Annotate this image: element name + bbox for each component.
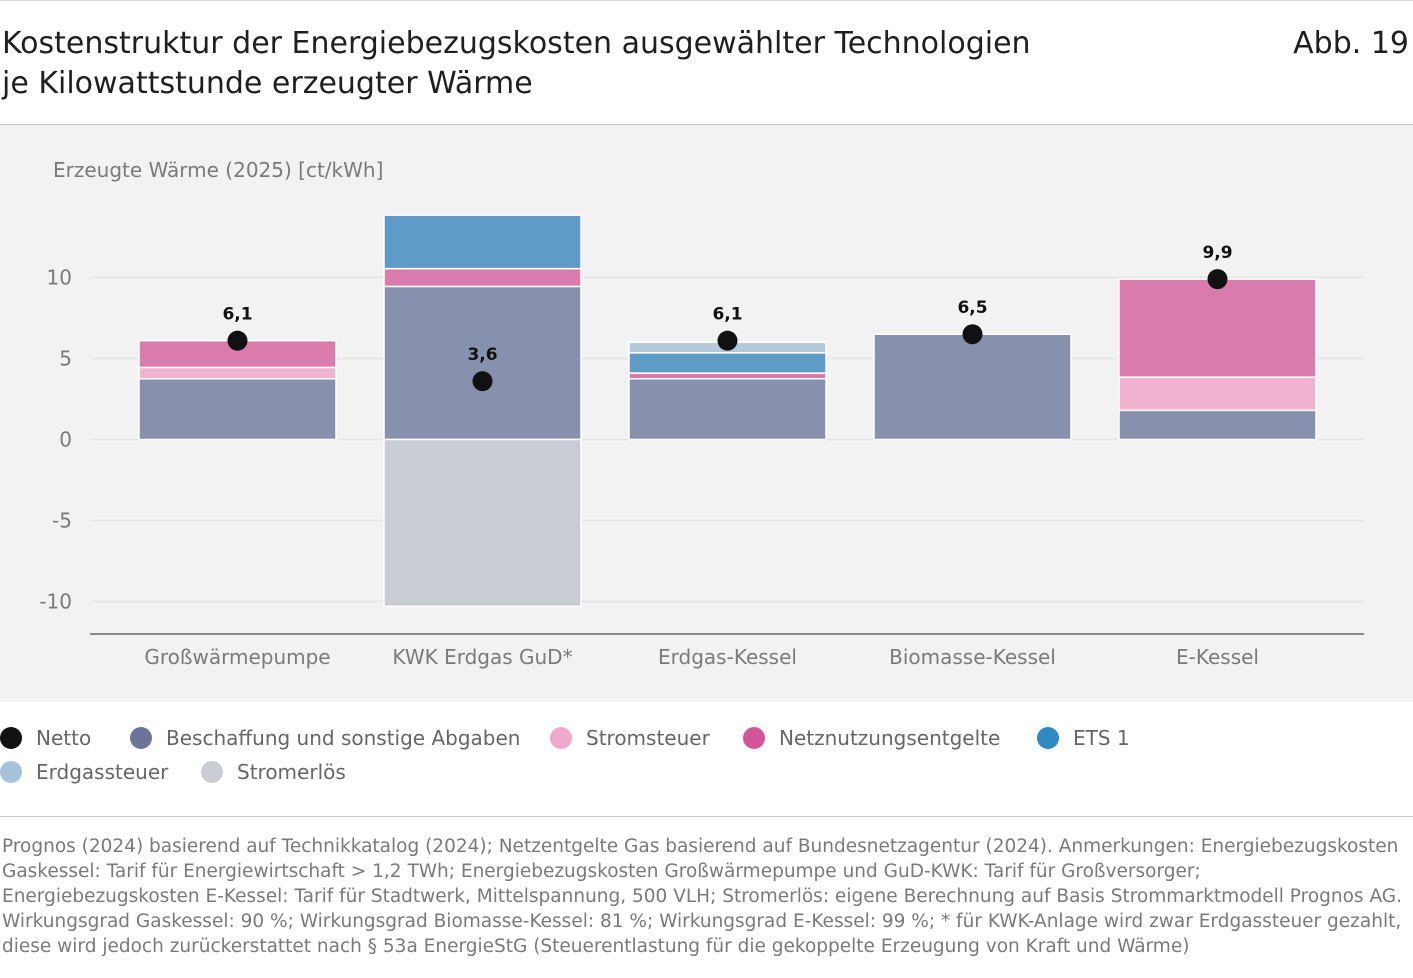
- bar-segment: [873, 333, 1072, 441]
- bar-segment: [628, 352, 827, 374]
- legend-item: Stromsteuer: [550, 726, 710, 750]
- chart-panel: Erzeugte Wärme (2025) [ct/kWh] 10 5 0 -5 -10…: [0, 125, 1413, 702]
- y-tick-label: 5: [59, 347, 72, 371]
- legend-swatch: [0, 727, 22, 749]
- bar-segment: [138, 366, 337, 380]
- legend-divider: [0, 816, 1413, 817]
- legend-swatch: [743, 727, 765, 749]
- netto-marker: [472, 371, 493, 392]
- figure-number: Abb. 19: [1293, 26, 1409, 61]
- legend-item: Netto: [0, 726, 91, 750]
- legend-swatch: [550, 727, 572, 749]
- legend-label: Netto: [36, 726, 92, 750]
- bar-segment: [1118, 376, 1317, 412]
- y-tick-label: -10: [39, 590, 72, 614]
- data-label: 3,6: [467, 345, 497, 365]
- netto-marker: [1207, 269, 1228, 290]
- legend-label: Netznutzungsentgelte: [779, 726, 1001, 750]
- bar-segment: [1118, 409, 1317, 441]
- legend-item: Netznutzungsentgelte: [743, 726, 1000, 750]
- legend: Netto Beschaffung und sonstige Abgaben Str…: [0, 726, 1413, 806]
- legend-label: Stromerlös: [237, 760, 346, 784]
- bar-segment: [383, 438, 582, 608]
- axes: 10 5 0 -5 -10 Großwärmepumpe KWK Erdgas GuD* Er…: [39, 266, 1364, 669]
- x-tick-label: KWK Erdgas GuD*: [392, 645, 572, 669]
- legend-label: Erdgassteuer: [36, 760, 169, 784]
- legend-label: ETS 1: [1073, 726, 1130, 750]
- legend-item: Beschaffung und sonstige Abgaben: [130, 726, 520, 750]
- legend-label: Beschaffung und sonstige Abgaben: [166, 726, 521, 750]
- bar-segment: [383, 267, 582, 288]
- netto-marker: [227, 330, 248, 351]
- bar-segment: [383, 214, 582, 270]
- chart-title: Kostenstruktur der Energiebezugskosten a…: [2, 24, 1202, 104]
- chart-title-line-1: Kostenstruktur der Energiebezugskosten a…: [2, 26, 1031, 61]
- chart-title-line-2: je Kilowattstunde erzeugter Wärme: [2, 66, 533, 101]
- top-rule: [0, 0, 1413, 1]
- data-label: 6,5: [957, 298, 987, 318]
- x-tick-label: Biomasse-Kessel: [889, 645, 1056, 669]
- x-tick-label: E-Kessel: [1176, 645, 1259, 669]
- bar-layer: [138, 214, 1317, 608]
- source-note: Prognos (2024) basierend auf Technikkata…: [2, 836, 1402, 957]
- title-divider: [0, 124, 1413, 125]
- legend-item: Stromerlös: [201, 760, 346, 784]
- legend-item: Erdgassteuer: [0, 760, 168, 784]
- netto-marker: [717, 330, 738, 351]
- legend-swatch: [1037, 727, 1059, 749]
- data-label: 6,1: [222, 305, 252, 325]
- legend-label: Stromsteuer: [586, 726, 710, 750]
- data-label: 6,1: [712, 305, 742, 325]
- legend-swatch: [130, 727, 152, 749]
- bar-chart: Erzeugte Wärme (2025) [ct/kWh] 10 5 0 -5 -10…: [39, 158, 1364, 669]
- bar-segment: [628, 378, 827, 441]
- x-tick-label: Großwärmepumpe: [144, 645, 330, 669]
- x-tick-label: Erdgas-Kessel: [658, 645, 797, 669]
- y-axis-label: Erzeugte Wärme (2025) [ct/kWh]: [53, 158, 383, 182]
- legend-swatch: [0, 761, 22, 783]
- legend-swatch: [201, 761, 223, 783]
- bar-segment: [628, 372, 827, 380]
- legend-item: ETS 1: [1037, 726, 1130, 750]
- y-tick-label: 10: [47, 266, 72, 290]
- netto-marker: [962, 324, 983, 345]
- netto-markers: 6,1 3,6 6,1 6,5 9,9: [222, 243, 1233, 392]
- y-tick-label: 0: [59, 428, 72, 452]
- bar-segment: [138, 378, 337, 441]
- data-label: 9,9: [1202, 243, 1232, 263]
- y-tick-label: -5: [52, 509, 72, 533]
- bar-segment: [1118, 278, 1317, 378]
